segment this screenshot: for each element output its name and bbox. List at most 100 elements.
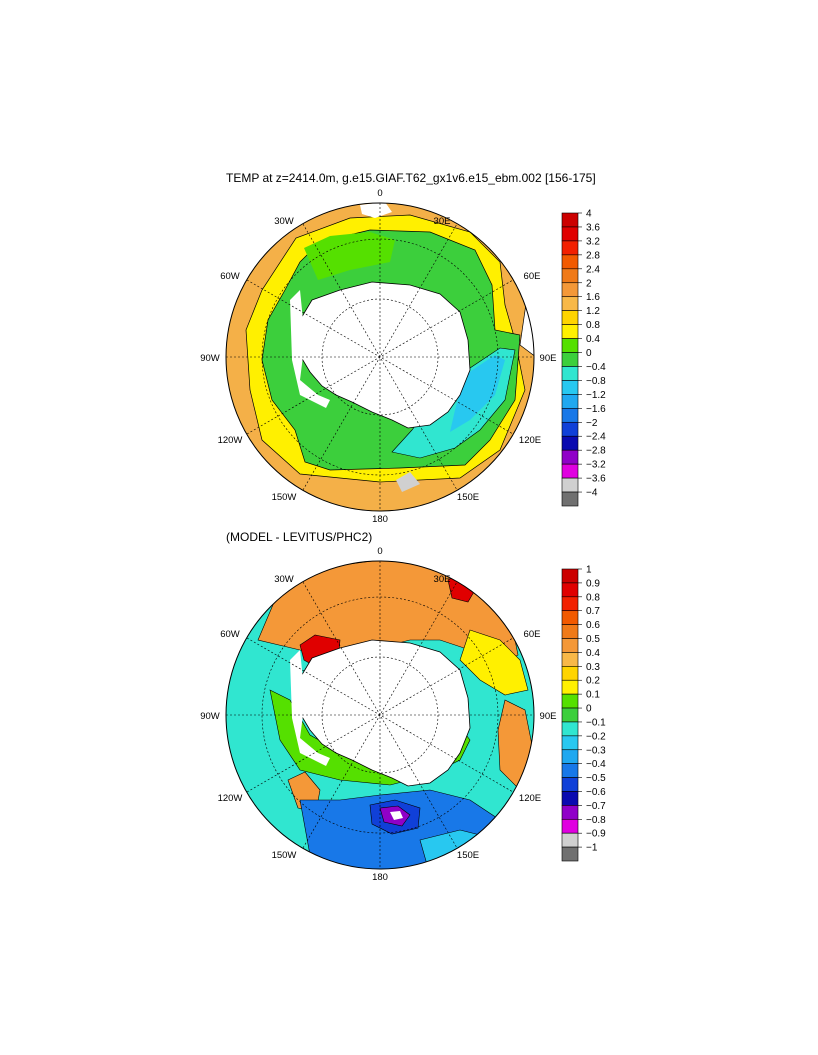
colorbar-tick-label: −2.8 bbox=[586, 446, 606, 457]
lon-label: 60W bbox=[220, 271, 240, 282]
colorbar-tick-label: −4 bbox=[586, 488, 598, 499]
lon-label: 60E bbox=[524, 271, 541, 282]
colorbar-tick-label: −0.4 bbox=[586, 759, 606, 770]
lon-label: 30W bbox=[274, 574, 294, 585]
colorbar-swatch bbox=[561, 818, 579, 834]
colorbar-swatch bbox=[561, 296, 579, 311]
colorbar-swatch bbox=[561, 638, 579, 653]
lon-label: 90W bbox=[200, 711, 220, 722]
ice-shelf-white bbox=[290, 290, 330, 408]
colorbar-swatch bbox=[561, 721, 579, 737]
graticule-bottom bbox=[226, 561, 534, 869]
colorbar-swatch bbox=[561, 749, 579, 764]
colorbar-swatch bbox=[561, 268, 579, 284]
colorbar-tick-label: 4 bbox=[586, 209, 592, 220]
colorbar-tick-label: 0.4 bbox=[586, 648, 600, 659]
colorbar-tick-label: −0.1 bbox=[586, 717, 606, 728]
lon-label: 90E bbox=[540, 711, 557, 722]
colorbar-tick-label: −0.5 bbox=[586, 773, 606, 784]
colorbar-tick-label: 0.4 bbox=[586, 334, 600, 345]
lon-label: 30E bbox=[434, 216, 451, 227]
polar-map-temp: 0 30E 60E 90E 120E 150E 180 150W 120W 90W 60W 30W bbox=[200, 188, 556, 525]
colorbar-swatch bbox=[561, 679, 579, 695]
lon-label: 150E bbox=[457, 850, 479, 861]
colorbar-swatch bbox=[561, 805, 579, 820]
colorbar-swatch bbox=[561, 477, 579, 493]
colorbar-tick-label: −2 bbox=[586, 418, 598, 429]
colorbar-tick-label: −0.8 bbox=[586, 815, 606, 826]
colorbar-swatch bbox=[561, 240, 579, 256]
colorbar-tick-label: −2.4 bbox=[586, 432, 606, 443]
colorbar-tick-label: 0.1 bbox=[586, 690, 600, 701]
lon-label: 60E bbox=[524, 629, 541, 640]
lon-label: 180 bbox=[372, 514, 388, 525]
colorbar-swatch bbox=[561, 282, 579, 298]
colorbar-tick-label: 0.8 bbox=[586, 320, 600, 331]
colorbar-swatch bbox=[561, 463, 579, 479]
colorbar-tick-label: −1.6 bbox=[586, 404, 606, 415]
land-grey-top bbox=[396, 472, 420, 492]
colorbar-swatch bbox=[561, 394, 579, 409]
colorbar-tick-label: −0.8 bbox=[586, 376, 606, 387]
colorbar-swatch bbox=[561, 624, 579, 639]
lon-label: 0 bbox=[377, 546, 382, 557]
colorbar-tick-label: 2.8 bbox=[586, 250, 600, 261]
lon-label: 30E bbox=[434, 574, 451, 585]
colorbar-tick-label: 0 bbox=[586, 348, 592, 359]
colorbar-swatch bbox=[561, 491, 579, 507]
colorbar-tick-label: −1 bbox=[586, 843, 598, 854]
colorbar-swatch bbox=[561, 693, 579, 709]
colorbar-swatch bbox=[561, 212, 579, 228]
lon-label: 150W bbox=[272, 492, 297, 503]
field-band-lightblue bbox=[450, 355, 505, 432]
colorbar-tick-label: −1.2 bbox=[586, 390, 606, 401]
colorbar-tick-label: −3.6 bbox=[586, 474, 606, 485]
colorbar-swatch bbox=[561, 735, 579, 751]
lon-label: 120E bbox=[519, 793, 541, 804]
antarctica-land-diff bbox=[297, 639, 471, 787]
map-border-top bbox=[225, 202, 535, 512]
colorbar-tick-label: 0.2 bbox=[586, 676, 600, 687]
colorbar-tick-label: 0.9 bbox=[586, 578, 600, 589]
colorbar-swatch bbox=[561, 226, 579, 242]
colorbar-tick-label: 3.2 bbox=[586, 236, 600, 247]
colorbar-swatch bbox=[561, 352, 579, 367]
lon-label: 90W bbox=[200, 353, 220, 364]
colorbar-swatch bbox=[561, 763, 579, 778]
lon-label: 60W bbox=[220, 629, 240, 640]
panel-title-diff: (MODEL - LEVITUS/PHC2) bbox=[226, 530, 372, 544]
lon-label: 150E bbox=[457, 492, 479, 503]
colorbar-swatch bbox=[561, 582, 579, 598]
panel-title-temp: TEMP at z=2414.0m, g.e15.GIAF.T62_gx1v6.… bbox=[226, 171, 596, 185]
colorbar-swatch bbox=[561, 366, 579, 381]
lon-label: 120E bbox=[519, 435, 541, 446]
field-white-core bbox=[390, 811, 403, 820]
field-band-lightgreen bbox=[304, 232, 395, 280]
colorbar-tick-label: −0.2 bbox=[586, 731, 606, 742]
colorbar-tick-label: 2.4 bbox=[586, 264, 600, 275]
colorbar-swatch bbox=[561, 707, 579, 723]
colorbar-tick-label: −3.2 bbox=[586, 460, 606, 471]
colorbar-swatch bbox=[561, 596, 579, 612]
colorbar-tick-label: −0.6 bbox=[586, 787, 606, 798]
colorbar-swatch bbox=[561, 310, 579, 325]
ice-shelf-white-2 bbox=[360, 203, 392, 218]
colorbar-swatch bbox=[561, 610, 579, 625]
colorbar-swatch bbox=[561, 408, 579, 423]
ice-shelf-white-diff bbox=[290, 650, 330, 766]
map-border-bottom bbox=[225, 560, 535, 870]
colorbar-tick-label: 0.6 bbox=[586, 620, 600, 631]
colorbar-temp: 4 3.6 3.2 2.8 2.4 2 1.6 1.2 0.8 0.4 0 −0.4 −0.8 −1.2 −… bbox=[561, 209, 606, 507]
colorbar-swatch bbox=[561, 449, 579, 465]
colorbar-swatch bbox=[561, 652, 579, 667]
lon-label: 150W bbox=[272, 850, 297, 861]
lon-label: 0 bbox=[377, 188, 382, 199]
lon-label: 30W bbox=[274, 216, 294, 227]
colorbar-swatch bbox=[561, 324, 579, 339]
colorbar-tick-label: 1.6 bbox=[586, 292, 600, 303]
colorbar-tick-label: 3.6 bbox=[586, 222, 600, 233]
antarctica-land bbox=[297, 281, 471, 429]
polar-map-diff: 0 30E 60E 90E 120E 150E 180 150W 120W 90W 60W 30W bbox=[200, 546, 556, 883]
colorbar-swatch bbox=[561, 791, 579, 806]
